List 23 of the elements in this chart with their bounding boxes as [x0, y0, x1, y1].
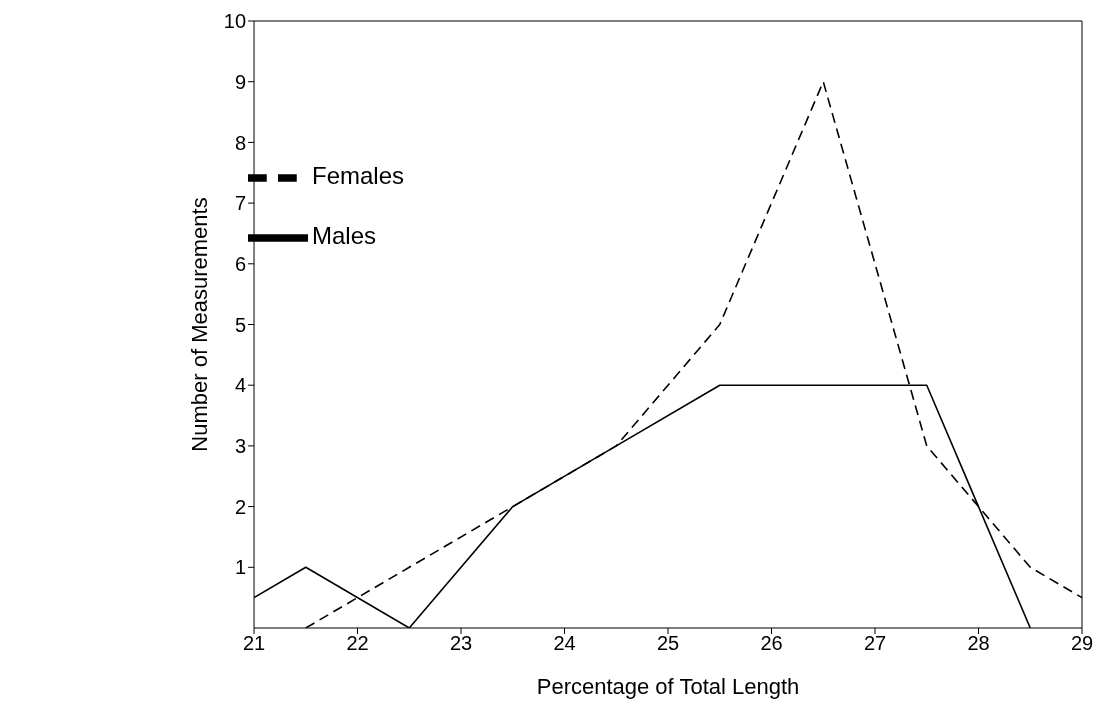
x-tick-label: 24 — [553, 632, 576, 655]
y-tick-label: 4 — [234, 374, 247, 397]
x-tick-label: 21 — [242, 632, 266, 655]
y-tick-label: 6 — [234, 252, 247, 275]
x-tick-label: 22 — [346, 632, 369, 655]
y-tick-label: 8 — [234, 131, 247, 154]
legend-label: Males — [312, 222, 377, 250]
y-tick-label: 1 — [234, 556, 247, 579]
legend-label: Females — [312, 162, 405, 190]
y-tick-label: 7 — [234, 192, 247, 215]
x-tick-label: 29 — [1070, 632, 1094, 655]
x-axis-title: Percentage of Total Length — [536, 673, 800, 699]
y-tick-label: 3 — [234, 435, 247, 457]
x-tick-label: 25 — [656, 632, 680, 655]
y-tick-label: 5 — [234, 313, 247, 336]
y-tick-label: 2 — [234, 495, 247, 518]
x-tick-label: 27 — [863, 632, 887, 655]
x-tick-label: 28 — [967, 632, 990, 655]
y-tick-label: 9 — [234, 70, 247, 93]
y-axis-title: Number of Measurements — [186, 197, 212, 452]
x-tick-label: 26 — [760, 632, 783, 655]
x-tick-label: 23 — [449, 632, 473, 655]
y-tick-label: 10 — [223, 10, 247, 33]
